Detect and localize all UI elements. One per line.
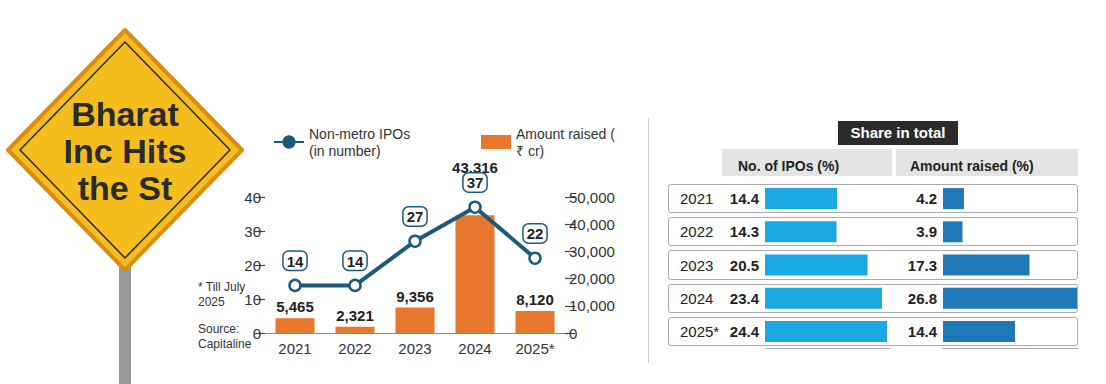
svg-text:Amount raised (: Amount raised ( — [516, 126, 615, 142]
svg-text:27: 27 — [407, 208, 424, 225]
html-text:Share in total: Share in total — [850, 124, 946, 141]
svg-text:14.4: 14.4 — [730, 190, 760, 207]
svg-text:43,316: 43,316 — [452, 159, 498, 177]
svg-text:2024: 2024 — [458, 340, 491, 357]
svg-text:2021: 2021 — [680, 190, 713, 207]
svg-text:40,000: 40,000 — [569, 216, 615, 233]
svg-text:2022: 2022 — [338, 340, 371, 357]
svg-text:9,356: 9,356 — [396, 288, 434, 305]
svg-text:2021: 2021 — [278, 340, 311, 357]
svg-text:0: 0 — [569, 325, 577, 342]
svg-text:23.4: 23.4 — [730, 290, 760, 307]
svg-text:Non-metro IPOs: Non-metro IPOs — [309, 126, 414, 142]
html-text:* Till July 2025: * Till July 2025 — [198, 280, 246, 309]
svg-text:30: 30 — [244, 223, 261, 240]
svg-text:30,000: 30,000 — [569, 243, 615, 260]
svg-text:2023: 2023 — [680, 257, 713, 274]
svg-text:50,000: 50,000 — [569, 189, 615, 206]
svg-text:2022: 2022 — [680, 223, 713, 240]
svg-text:₹ cr): ₹ cr) — [516, 143, 544, 159]
svg-text:8,120: 8,120 — [516, 291, 554, 308]
svg-text:40: 40 — [244, 189, 261, 206]
svg-text:14.4: 14.4 — [908, 323, 938, 340]
svg-text:0: 0 — [253, 325, 261, 342]
svg-text:(in number): (in number) — [309, 143, 381, 159]
svg-text:2023: 2023 — [398, 340, 431, 357]
svg-text:26.8: 26.8 — [908, 290, 937, 307]
svg-text:2024: 2024 — [680, 290, 713, 307]
html-text:Source: Capitaline: Source: Capitaline — [198, 322, 252, 351]
svg-text:20,000: 20,000 — [569, 270, 615, 287]
svg-text:3.9: 3.9 — [916, 223, 937, 240]
svg-text:14: 14 — [287, 253, 304, 270]
svg-text:14.3: 14.3 — [730, 223, 759, 240]
svg-text:No. of IPOs (%): No. of IPOs (%) — [738, 158, 839, 174]
html-text:Bharat Inc Hits the St: Bharat Inc Hits the St — [63, 95, 187, 207]
svg-text:10: 10 — [244, 291, 261, 308]
svg-text:24.4: 24.4 — [730, 323, 760, 340]
svg-text:20.5: 20.5 — [730, 257, 759, 274]
svg-text:2,321: 2,321 — [336, 307, 374, 324]
svg-text:14: 14 — [347, 253, 364, 270]
svg-text:20: 20 — [244, 257, 261, 274]
svg-text:4.2: 4.2 — [916, 190, 937, 207]
svg-text:22: 22 — [527, 225, 544, 242]
svg-text:17.3: 17.3 — [908, 257, 937, 274]
svg-text:2025*: 2025* — [680, 323, 719, 340]
svg-text:5,465: 5,465 — [276, 298, 314, 315]
svg-text:Amount raised (%): Amount raised (%) — [910, 158, 1034, 174]
svg-text:2025*: 2025* — [515, 340, 554, 357]
svg-text:10,000: 10,000 — [569, 297, 615, 314]
svg-text:37: 37 — [467, 174, 484, 191]
